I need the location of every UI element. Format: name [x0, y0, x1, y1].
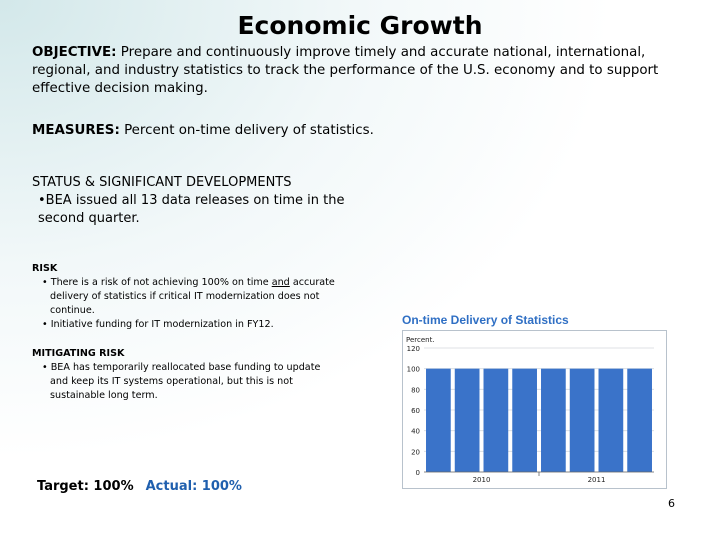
- bar: [569, 368, 595, 472]
- chart-svg: On-time Delivery of Statistics Percent. 0 2…: [402, 313, 667, 489]
- y-tick-label: 20: [411, 448, 420, 456]
- page-number: 6: [668, 497, 675, 510]
- mitigating-heading: MITIGATING RISK: [32, 348, 125, 359]
- y-tick-label: 60: [411, 407, 420, 415]
- target-text: Target: 100%: [37, 479, 134, 494]
- objective-label: OBJECTIVE:: [32, 45, 117, 60]
- target-actual-line: Target: 100% Actual: 100%: [37, 479, 242, 494]
- risk-item: • Initiative funding for IT modernizatio…: [42, 319, 274, 330]
- chart-title: On-time Delivery of Statistics: [402, 313, 569, 327]
- y-tick-label: 80: [411, 386, 420, 394]
- x-tick-label: 2010: [473, 476, 491, 484]
- bar: [627, 368, 652, 472]
- bar: [426, 368, 451, 472]
- risk-item: • There is a risk of not achieving 100% …: [42, 277, 335, 316]
- bar: [598, 368, 624, 472]
- y-tick-label: 120: [407, 345, 420, 353]
- status-section: STATUS & SIGNIFICANT DEVELOPMENTS •BEA i…: [32, 174, 352, 228]
- mitigating-section: MITIGATING RISK • BEA has temporarily re…: [32, 347, 337, 403]
- measures-paragraph: MEASURES: Percent on-time delivery of st…: [32, 122, 682, 140]
- bar: [483, 368, 509, 472]
- page-title: Economic Growth: [237, 11, 483, 40]
- x-tick-label: 2011: [588, 476, 606, 484]
- objective-paragraph: OBJECTIVE: Prepare and continuously impr…: [32, 44, 682, 98]
- bar: [454, 368, 480, 472]
- y-tick-label: 40: [411, 428, 420, 436]
- y-axis-label: Percent.: [406, 336, 435, 344]
- status-item: •BEA issued all 13 data releases on time…: [38, 193, 345, 226]
- bar: [541, 368, 566, 472]
- actual-text: Actual: 100%: [145, 479, 242, 494]
- y-tick-label: 100: [407, 366, 420, 374]
- mitigating-item: • BEA has temporarily reallocated base f…: [42, 362, 321, 401]
- risk-heading: RISK: [32, 263, 58, 274]
- objective-text: Prepare and continuously improve timely …: [32, 45, 659, 96]
- measures-text: Percent on-time delivery of statistics.: [119, 123, 374, 138]
- on-time-delivery-chart: On-time Delivery of Statistics Percent. 0 2…: [402, 308, 668, 490]
- risk-section: RISK • There is a risk of not achieving …: [32, 262, 337, 332]
- status-heading: STATUS & SIGNIFICANT DEVELOPMENTS: [32, 175, 292, 190]
- measures-label: MEASURES:: [32, 123, 120, 138]
- y-tick-label: 0: [416, 469, 420, 477]
- bar: [512, 368, 537, 472]
